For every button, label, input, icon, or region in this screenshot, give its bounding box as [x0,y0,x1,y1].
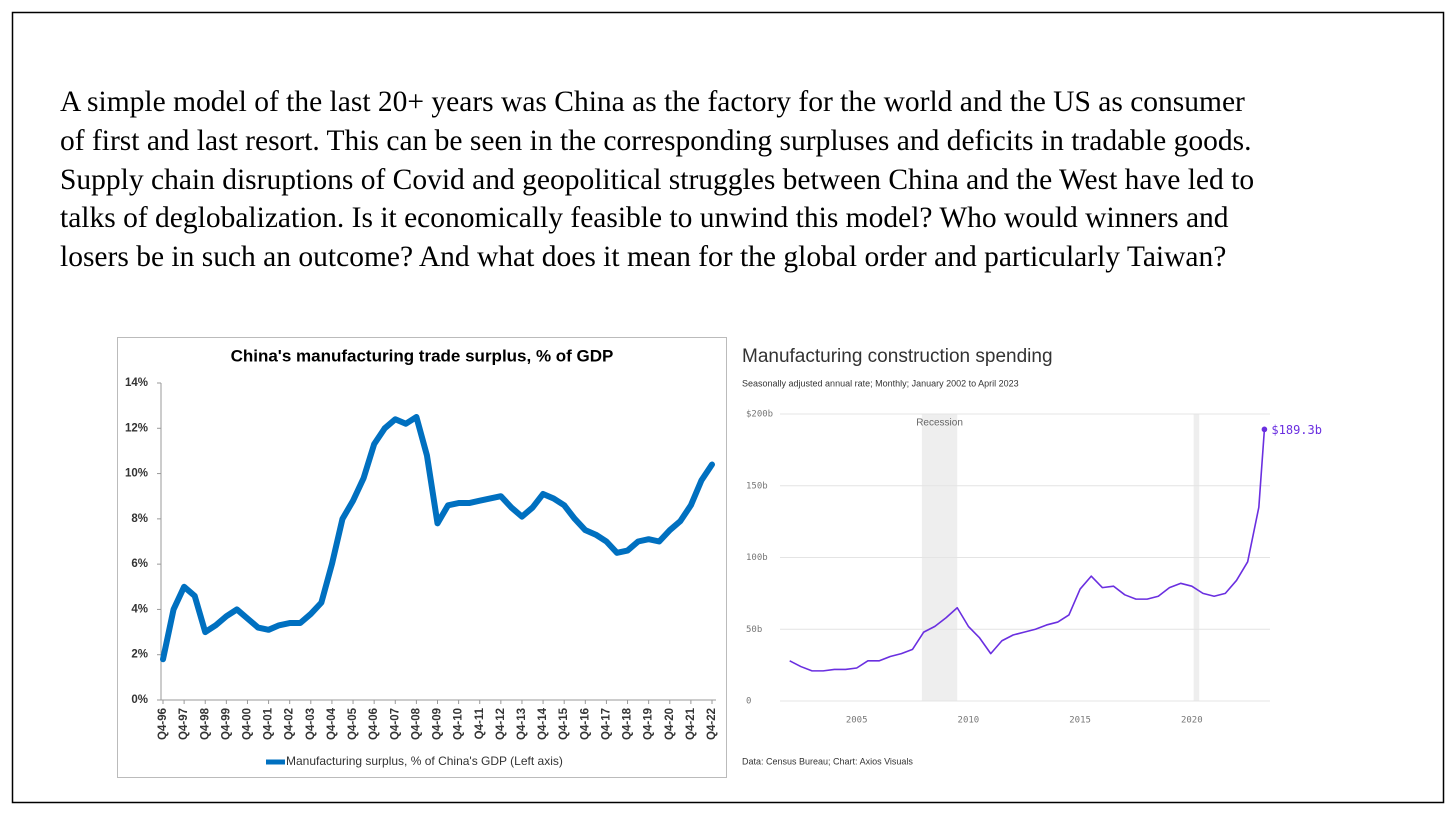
x-tick-label: Q4-01 [263,707,275,740]
x-tick-label: Q4-08 [410,707,422,740]
paragraph-line: talks of deglobalization. Is it economic… [60,202,1229,234]
chart-source: Data: Census Bureau; Chart: Axios Visual… [742,756,913,766]
x-tick-label: Q4-19 [643,708,655,740]
chart-title: China's manufacturing trade surplus, % o… [231,346,614,365]
data-line [789,429,1266,672]
y-tick-label: 4% [131,603,148,615]
chart-frame [117,337,727,778]
x-tick-label: Q4-10 [453,708,465,740]
x-tick-label: Q4-00 [241,708,253,740]
y-tick-label: 50b [746,625,762,635]
x-tick-label: Q4-97 [178,708,190,740]
x-tick-label: 2015 [1069,716,1091,726]
x-tick-label: Q4-17 [600,708,612,740]
paragraph-line: of first and last resort. This can be se… [60,125,1251,157]
x-tick-label: 2005 [846,716,868,726]
y-tick-label: $200b [746,410,773,420]
x-tick-label: Q4-02 [284,708,296,740]
x-tick-label: Q4-12 [495,708,507,740]
end-point [1261,426,1268,433]
y-tick-label: 150b [746,481,768,491]
chart-title: Manufacturing construction spending [742,346,1053,367]
x-tick-label: Q4-21 [685,707,697,740]
y-tick-label: 12% [125,422,148,434]
x-tick-label: Q4-22 [706,708,718,740]
x-tick-label: Q4-98 [199,707,211,740]
y-tick-label: 2% [131,649,148,661]
x-tick-label: Q4-18 [622,707,634,740]
x-tick-label: Q4-13 [516,708,528,740]
y-tick-label: 8% [131,513,148,525]
x-tick-label: Q4-20 [664,708,676,740]
y-tick-label: 0 [746,697,751,707]
legend-label: Manufacturing surplus, % of China's GDP … [286,754,563,768]
x-tick-label: Q4-07 [389,708,401,740]
chart-subtitle: Seasonally adjusted annual rate; Monthly… [742,378,1019,388]
x-tick-label: Q4-14 [537,707,549,740]
x-tick-label: 2020 [1181,716,1203,726]
x-tick-label: Q4-99 [220,708,232,740]
y-tick-label: 10% [125,468,148,480]
x-tick-label: Q4-05 [347,707,359,740]
y-tick-label: 14% [125,377,148,389]
x-tick-label: Q4-06 [368,708,380,740]
annotation: Recession [916,418,963,429]
y-tick-label: 6% [131,558,148,570]
x-tick-label: Q4-04 [326,707,338,740]
x-tick-label: 2010 [958,716,980,726]
x-tick-label: Q4-09 [432,708,444,740]
paragraph-line: Supply chain disruptions of Covid and ge… [60,164,1254,196]
x-tick-label: Q4-11 [474,707,486,739]
x-tick-label: Q4-16 [579,708,591,740]
paragraph-line: losers be in such an outcome? And what d… [60,241,1226,273]
value-label: $189.3b [1271,423,1322,437]
x-tick-label: Q4-03 [305,708,317,740]
y-tick-label: 0% [131,694,148,706]
paragraph-line: A simple model of the last 20+ years was… [60,86,1245,118]
x-tick-label: Q4-15 [558,707,570,740]
data-line [160,413,715,663]
y-tick-label: 100b [746,553,768,563]
x-tick-label: Q4-96 [157,708,169,740]
